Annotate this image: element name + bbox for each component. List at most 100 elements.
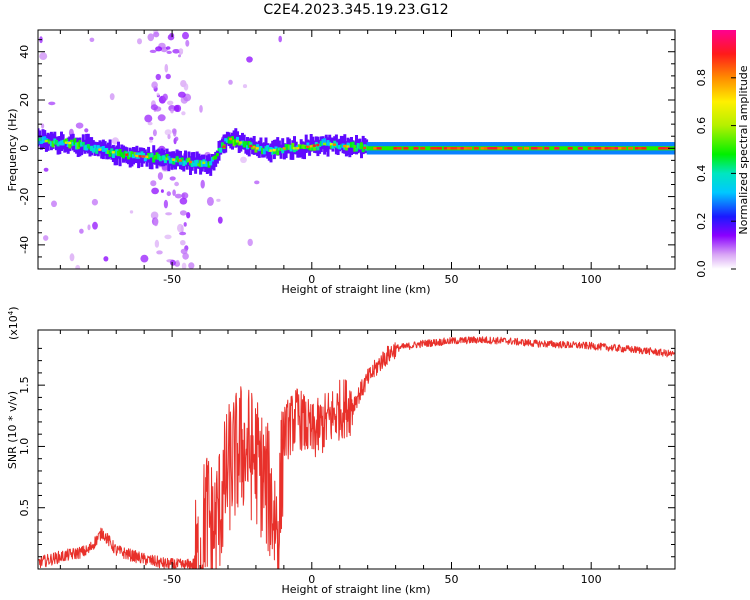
- spectrogram-cell-body: [383, 146, 387, 151]
- spectrogram-cell-core: [664, 147, 670, 150]
- spectrogram-speckle: [167, 100, 174, 106]
- spectrogram-cell-body: [336, 145, 340, 149]
- colorbar: 0.0 0.2 0.4 0.6 0.8 Normalized spectral ampl…: [695, 30, 750, 278]
- spectrogram-cell-core: [343, 145, 347, 148]
- spectrogram-cell-body: [286, 144, 290, 149]
- spectrogram-cell-outer: [209, 156, 213, 176]
- spectrogram-cell-body: [551, 146, 555, 151]
- spectrogram-cell-body: [96, 145, 100, 150]
- spectrogram-cell-body: [224, 138, 228, 142]
- spectrogram-cell-body: [410, 146, 414, 151]
- spectrogram-cell-body: [197, 163, 201, 167]
- spectrogram-cell-core: [487, 147, 493, 150]
- spectrogram-cell-body: [276, 148, 280, 156]
- spectrogram-speckle: [172, 128, 177, 137]
- spectrogram-speckle: [254, 180, 260, 185]
- spectrogram-cell-body: [128, 151, 132, 158]
- spectrogram-cell-core: [396, 147, 402, 150]
- spectrogram-cell-body: [385, 146, 389, 151]
- spectrogram-cell-body: [390, 146, 394, 151]
- spectrogram-cell-outer: [120, 144, 124, 158]
- spectrogram-cell-body: [316, 143, 320, 151]
- spectrogram-cell-outer: [232, 130, 236, 145]
- spectrogram-cell-body: [306, 142, 310, 148]
- spectrogram-cell-outer: [296, 145, 300, 158]
- spectrogram-cell-outer: [304, 134, 308, 153]
- spectrogram-ticks: -50 0 50 100 -40 -20 0 20 40: [18, 30, 676, 286]
- spectrogram-cell-outer: [168, 152, 172, 166]
- spectrogram-cell-body: [254, 147, 258, 153]
- spectrogram-cell-core: [141, 155, 145, 158]
- spectrogram-cell-body: [158, 156, 162, 162]
- spectrogram-cell-outer: [185, 157, 189, 170]
- spectrogram-cell-core: [443, 147, 449, 150]
- spectrogram-cell-body: [323, 138, 327, 145]
- spectrogram-speckle: [186, 212, 191, 219]
- spectrogram-cell-body: [80, 142, 84, 147]
- spectrogram-cell-core: [433, 147, 439, 150]
- spectrogram-cell-core: [628, 147, 634, 150]
- spectrogram-speckle: [153, 31, 160, 38]
- spectrogram-cell-body: [106, 150, 110, 154]
- snr-xtick-label: 0: [308, 573, 315, 586]
- spectrogram-speckle: [155, 46, 163, 52]
- spectrogram-ytick-label: 20: [18, 93, 31, 107]
- spectrogram-cell-body: [148, 154, 152, 158]
- spectrogram-cell-core: [68, 141, 72, 145]
- spectrogram-xtick-label: 100: [581, 273, 602, 286]
- spectrogram-cell-outer: [197, 153, 201, 169]
- spectrogram-cell-core: [188, 160, 192, 164]
- snr-multiplier: (x104): [7, 306, 20, 340]
- spectrogram-cell-body: [152, 156, 156, 163]
- spectrogram-cell-body: [168, 159, 172, 164]
- spectrogram-cell-outer: [130, 149, 134, 167]
- spectrogram-cell-body: [185, 158, 189, 163]
- spectrogram-cell-body: [88, 146, 92, 150]
- spectrogram-cell-outer: [219, 140, 223, 155]
- spectrogram-cell-body: [313, 144, 317, 151]
- spectrogram-cell-body: [54, 140, 58, 145]
- spectrogram-speckle: [199, 105, 203, 113]
- spectrogram-cell-body: [133, 152, 137, 156]
- spectrogram-speckle: [206, 196, 214, 206]
- spectrogram-cell-body: [549, 146, 553, 151]
- spectrogram-speckle: [247, 238, 253, 247]
- spectrogram-cell-body: [130, 151, 134, 158]
- spectrogram-cell-body: [132, 154, 135, 159]
- spectrogram-speckle: [240, 156, 247, 163]
- spectrogram-cell-outer: [267, 145, 271, 161]
- spectrogram-cell-body: [257, 147, 261, 152]
- spectrogram-cell-outer: [63, 139, 67, 153]
- colorbar-tick-label: 0.2: [695, 212, 708, 230]
- spectrogram-cell-core: [634, 147, 640, 150]
- spectrogram-speckle: [91, 198, 98, 206]
- spectrogram-cell-core: [172, 158, 176, 161]
- spectrogram-cell-body: [261, 148, 265, 155]
- spectrogram-cell-core: [494, 147, 499, 150]
- spectrogram-cell-body: [83, 145, 87, 151]
- spectrogram-cell-outer: [291, 140, 295, 160]
- spectrogram-xlabel: Height of straight line (km): [281, 283, 430, 296]
- spectrogram-speckle: [151, 187, 160, 195]
- spectrogram-cell-outer: [49, 131, 53, 151]
- spectrogram-cell-body: [65, 138, 68, 143]
- spectrogram-cell-outer: [73, 139, 77, 153]
- spectrogram-speckle: [180, 240, 186, 246]
- spectrogram-cell-core: [403, 147, 409, 150]
- spectrogram-cell-body: [207, 161, 211, 168]
- spectrogram-cell-core: [202, 161, 206, 164]
- spectrogram-cell-body: [326, 140, 330, 146]
- spectrogram-cell-outer: [293, 136, 296, 155]
- spectrogram-cell-body: [123, 150, 127, 157]
- spectrogram-cell-outer: [91, 140, 95, 153]
- spectrogram-cell-body: [512, 146, 516, 151]
- spectrogram-cell-outer: [343, 134, 347, 154]
- spectrogram-cell-body: [51, 140, 55, 148]
- spectrogram-cell-body: [212, 156, 216, 160]
- spectrogram-cell-body: [298, 144, 301, 149]
- spectrogram-cell-body: [209, 160, 213, 166]
- spectrogram-cell-core: [577, 147, 583, 150]
- spectrogram-cell-core: [614, 147, 620, 150]
- spectrogram-cell-core: [453, 147, 459, 150]
